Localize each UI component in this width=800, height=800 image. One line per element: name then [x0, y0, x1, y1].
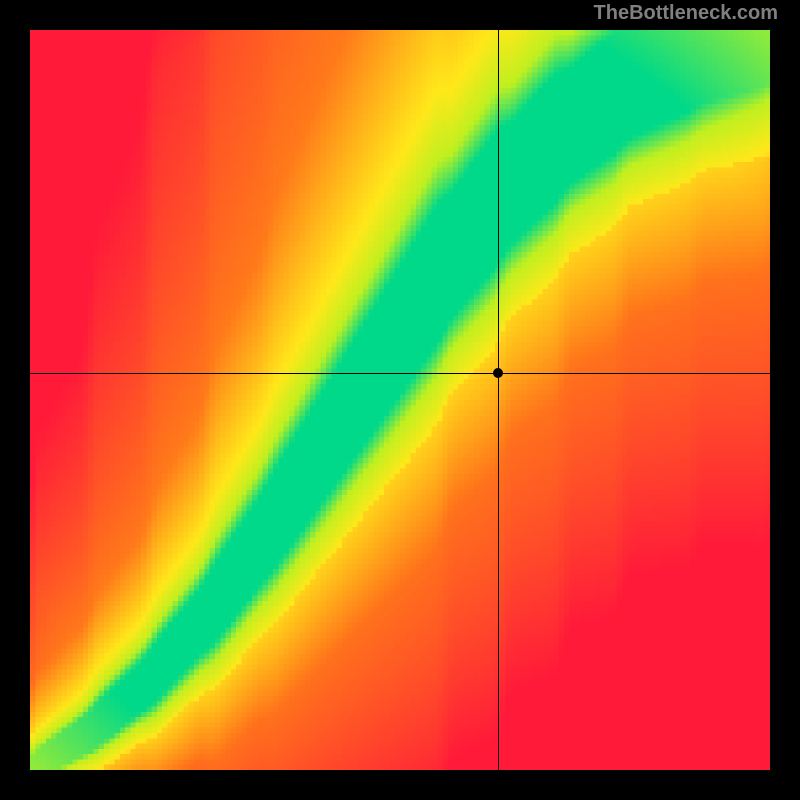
heatmap-canvas [30, 30, 770, 770]
plot-area [30, 30, 770, 770]
crosshair-marker [493, 368, 503, 378]
crosshair-horizontal [30, 373, 770, 374]
crosshair-vertical [498, 30, 499, 770]
chart-container: TheBottleneck.com [0, 0, 800, 800]
watermark-text: TheBottleneck.com [594, 2, 778, 25]
